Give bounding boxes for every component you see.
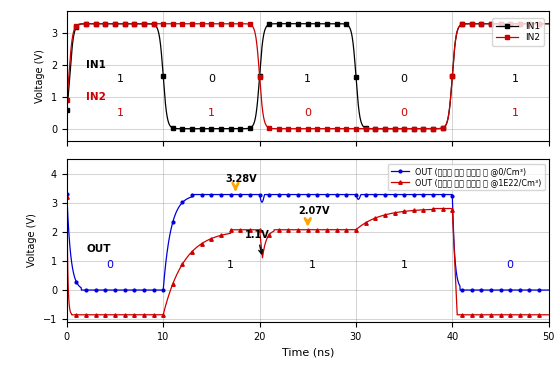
Legend: IN1, IN2: IN1, IN2 <box>492 18 544 46</box>
OUT (방사선 영향 모델링 전 @0/Cm³) <box>349 193 355 197</box>
Text: 1: 1 <box>116 74 123 85</box>
Text: 2.07V: 2.07V <box>298 206 330 216</box>
OUT (방사선 영향 모델링 후 @1E22/Cm³) <box>238 228 245 232</box>
Text: 3.28V: 3.28V <box>226 174 257 184</box>
Text: 1: 1 <box>116 108 123 118</box>
OUT (방사선 영향 모델링 전 @0/Cm³) <box>421 193 427 197</box>
Line: IN1: IN1 <box>65 22 550 130</box>
OUT (방사선 영향 모델링 후 @1E22/Cm³) <box>69 313 75 317</box>
OUT (방사선 영향 모델링 전 @0/Cm³) <box>63 192 70 196</box>
Text: 1: 1 <box>309 260 316 270</box>
Text: 1.1V: 1.1V <box>245 229 270 254</box>
OUT (방사선 영향 모델링 후 @1E22/Cm³) <box>88 313 95 317</box>
Text: 0: 0 <box>400 108 408 118</box>
Y-axis label: Voltage (V): Voltage (V) <box>27 214 37 268</box>
Text: 1: 1 <box>511 74 519 85</box>
IN2 <box>136 22 143 26</box>
IN2 <box>87 22 94 26</box>
OUT (방사선 영향 모델링 전 @0/Cm³) <box>545 288 552 292</box>
OUT (방사선 영향 모델링 전 @0/Cm³) <box>88 288 95 292</box>
OUT (방사선 영향 모델링 전 @0/Cm³) <box>238 193 245 197</box>
IN2 <box>421 127 427 131</box>
Text: 0: 0 <box>208 74 215 85</box>
Text: IN2: IN2 <box>86 92 106 102</box>
IN2 <box>370 127 377 131</box>
IN1 <box>349 34 355 38</box>
IN1 <box>370 127 377 131</box>
IN2 <box>349 127 355 131</box>
IN1 <box>520 22 526 26</box>
IN2 <box>545 22 552 26</box>
Text: 1: 1 <box>227 260 234 270</box>
Text: 1: 1 <box>511 108 519 118</box>
Y-axis label: Voltage (V): Voltage (V) <box>35 49 45 103</box>
OUT (방사선 영향 모델링 전 @0/Cm³) <box>447 193 453 197</box>
X-axis label: Time (ns): Time (ns) <box>281 347 334 357</box>
IN1 <box>545 22 552 26</box>
Text: 0: 0 <box>400 74 408 85</box>
IN2 <box>63 98 70 102</box>
Text: 0: 0 <box>107 260 114 270</box>
Line: OUT (방사선 영향 모델링 후 @1E22/Cm³): OUT (방사선 영향 모델링 후 @1E22/Cm³) <box>65 195 550 317</box>
Text: 1: 1 <box>400 260 408 270</box>
Text: 0: 0 <box>304 108 311 118</box>
IN2 <box>238 22 245 26</box>
OUT (방사선 영향 모델링 후 @1E22/Cm³) <box>349 228 355 232</box>
Legend: OUT (방사선 영향 모델링 전 @0/Cm³), OUT (방사선 영향 모델링 후 @1E22/Cm³): OUT (방사선 영향 모델링 전 @0/Cm³), OUT (방사선 영향 모… <box>388 164 545 190</box>
IN1 <box>63 107 70 112</box>
IN1 <box>87 22 94 26</box>
OUT (방사선 영향 모델링 전 @0/Cm³) <box>370 193 377 197</box>
Text: IN1: IN1 <box>86 60 106 70</box>
IN1 <box>447 104 453 108</box>
OUT (방사선 영향 모델링 후 @1E22/Cm³) <box>421 208 427 212</box>
IN1 <box>238 127 245 131</box>
IN2 <box>447 103 453 108</box>
Line: OUT (방사선 영향 모델링 전 @0/Cm³): OUT (방사선 영향 모델링 전 @0/Cm³) <box>66 193 550 291</box>
Text: 0: 0 <box>507 260 514 270</box>
Text: OUT: OUT <box>86 244 111 254</box>
Text: 1: 1 <box>304 74 311 85</box>
OUT (방사선 영향 모델링 전 @0/Cm³) <box>78 288 85 292</box>
Line: IN2: IN2 <box>65 22 550 130</box>
OUT (방사선 영향 모델링 후 @1E22/Cm³) <box>545 313 552 317</box>
IN1 <box>208 127 215 131</box>
OUT (방사선 영향 모델링 후 @1E22/Cm³) <box>447 206 453 211</box>
OUT (방사선 영향 모델링 후 @1E22/Cm³) <box>63 195 70 199</box>
OUT (방사선 영향 모델링 후 @1E22/Cm³) <box>370 217 377 221</box>
IN2 <box>327 127 334 131</box>
Text: 1: 1 <box>208 108 215 118</box>
IN1 <box>421 127 427 131</box>
